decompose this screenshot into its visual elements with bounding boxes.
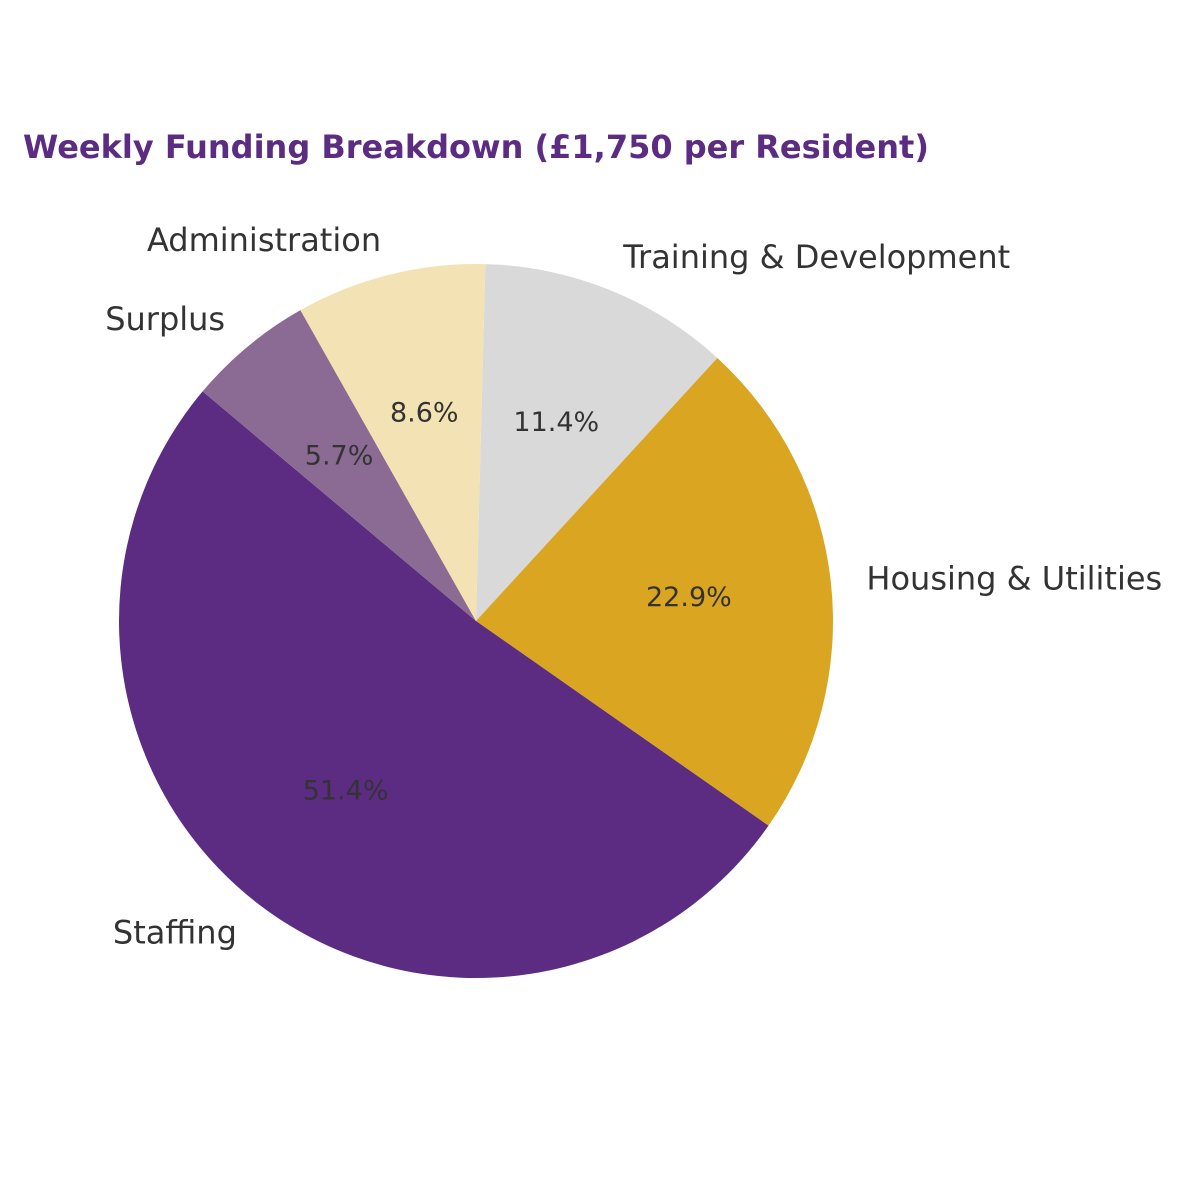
pct-label-surplus: 5.7% [305, 441, 374, 472]
pct-label-staffing: 51.4% [303, 775, 389, 806]
pie-slice-housing-and-utilities [476, 357, 833, 826]
chart-title: Weekly Funding Breakdown (£1,750 per Res… [23, 128, 929, 166]
pie-slices [118, 263, 833, 979]
pie-slice-administration [300, 263, 486, 621]
pct-label-training-and-development: 11.4% [513, 407, 599, 438]
slice-label-surplus: Surplus [105, 300, 225, 338]
slice-label-training-and-development: Training & Development [622, 238, 1010, 276]
pie-slice-staffing [118, 391, 769, 979]
slice-label-staffing: Staffing [113, 914, 237, 952]
pct-label-housing-and-utilities: 22.9% [646, 582, 732, 613]
pie-slice-training-and-development [476, 264, 718, 621]
slice-label-administration: Administration [147, 221, 381, 259]
slice-label-housing-and-utilities: Housing & Utilities [866, 559, 1162, 597]
pct-label-administration: 8.6% [390, 398, 459, 429]
pie-labels: 11.4% Training & Development 22.9% Housing … [105, 221, 1162, 952]
pie-slice-surplus [202, 310, 476, 621]
